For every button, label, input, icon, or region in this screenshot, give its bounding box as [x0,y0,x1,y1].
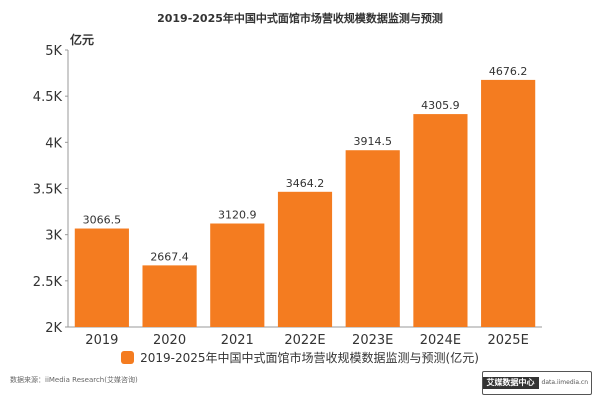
y-axis-unit-label: 亿元 [70,32,94,47]
y-tick-label: 3.5K [33,183,63,198]
source-note: 数据来源：iiMedia Research(艾媒咨询) [10,376,138,384]
data-label-2023E: 3914.5 [353,135,392,148]
data-label-2019: 3066.5 [83,214,122,227]
bar-2025E [481,79,536,328]
y-tick-label: 4K [45,136,62,151]
y-axis: 2K 2.5K 3K 3.5K 4K 4.5K 5K [33,44,69,336]
x-tick-label-2022E: 2022E [284,333,325,348]
bar-2022E [277,191,333,327]
bar-2023E [345,150,400,327]
bars-group [74,79,536,328]
x-tick-label-2021: 2021 [221,333,254,348]
data-label-2022E: 3464.2 [286,177,325,190]
legend-label: 2019-2025年中国中式面馆市场营收规模数据监测与预测(亿元) [140,351,479,365]
y-tick-label: 3K [45,229,62,244]
logo-main-text: 艾媒数据中心 [482,377,539,389]
legend: 2019-2025年中国中式面馆市场营收规模数据监测与预测(亿元) [0,349,600,366]
bar-2024E [413,114,468,328]
y-tick-label: 2.5K [33,275,63,290]
bar-2019 [74,228,129,327]
data-label-2020: 2667.4 [150,250,189,263]
data-labels-group: 3066.5 2667.4 3120.9 3464.2 3914.5 4305.9 4676… [83,65,528,263]
x-tick-label-2020: 2020 [153,333,186,348]
x-tick-label-2024E: 2024E [420,333,461,348]
data-label-2025E: 4676.2 [489,65,528,78]
y-tick-label: 4.5K [33,90,63,105]
x-tick-label-2019: 2019 [85,333,118,348]
x-tick-label-2023E: 2023E [352,333,393,348]
chart-title: 2019-2025年中国中式面馆市场营收规模数据监测与预测 [157,12,443,25]
data-label-2024E: 4305.9 [421,99,460,112]
data-label-2021: 3120.9 [218,209,257,222]
y-tick-label: 5K [45,44,62,59]
bar-2021 [210,223,265,327]
y-tick-label: 2K [45,321,62,336]
x-axis: 2019 2020 2021 2022E 2023E 2024E 2025E [68,326,542,348]
x-tick-label-2025E: 2025E [487,333,528,348]
logo-sub-text: data.iimedia.cn [541,379,588,386]
legend-swatch [121,351,135,364]
iimedia-logo: 艾媒数据中心 data.iimedia.cn [481,371,592,395]
bar-2020 [142,265,197,327]
